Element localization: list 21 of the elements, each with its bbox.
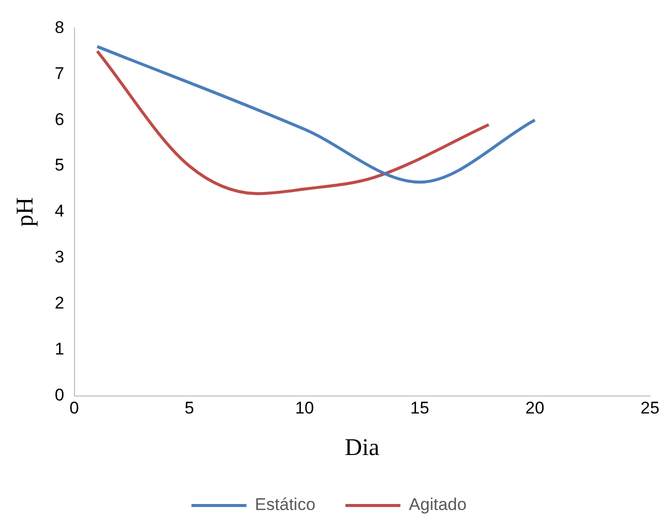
y-tick-label: 8 (54, 18, 64, 37)
x-tick-label: 20 (525, 398, 544, 418)
line-series (96, 50, 490, 196)
line-series (96, 45, 536, 184)
y-tick-label: 0 (54, 385, 64, 404)
y-tick-label: 5 (54, 156, 64, 175)
y-tick-label: 2 (54, 294, 64, 313)
x-tick-label: 25 (640, 398, 660, 418)
x-tick-label: 0 (70, 398, 79, 418)
y-tick-label: 3 (54, 248, 64, 267)
x-tick-label: 10 (295, 398, 314, 418)
x-tick-label: 15 (410, 398, 430, 418)
y-tick-label: 7 (54, 64, 64, 83)
y-tick-label: 4 (54, 202, 64, 221)
x-axis-title: Dia (344, 434, 380, 461)
legend-label: Estático (254, 495, 316, 514)
legend-label: Agitado (408, 495, 467, 514)
y-axis-title: pH (12, 197, 39, 227)
x-tick-label: 5 (184, 398, 194, 418)
y-tick-label: 6 (54, 110, 64, 129)
y-tick-label: 1 (54, 340, 64, 359)
